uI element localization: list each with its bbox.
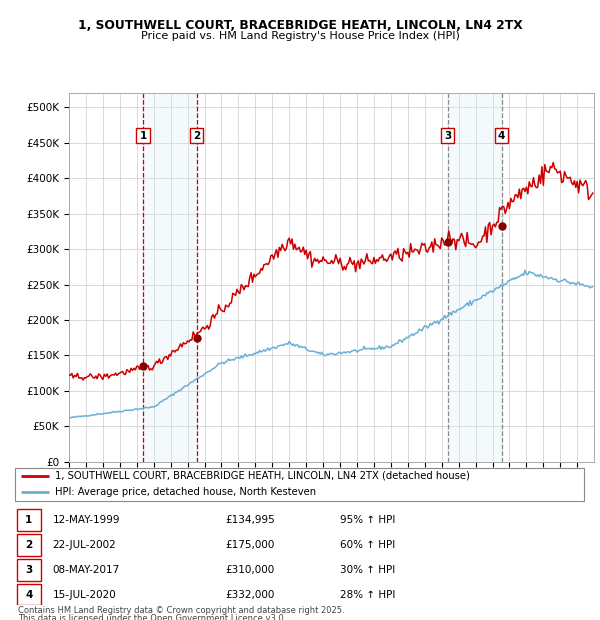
Text: £332,000: £332,000 [225,590,274,600]
Text: 4: 4 [25,590,32,600]
Bar [448,93,502,462]
FancyBboxPatch shape [17,534,41,556]
Text: £310,000: £310,000 [225,565,274,575]
Text: 30% ↑ HPI: 30% ↑ HPI [340,565,395,575]
Text: 3: 3 [444,131,451,141]
Text: 08-MAY-2017: 08-MAY-2017 [52,565,119,575]
FancyBboxPatch shape [17,583,41,606]
Text: Price paid vs. HM Land Registry's House Price Index (HPI): Price paid vs. HM Land Registry's House … [140,31,460,41]
Text: 1, SOUTHWELL COURT, BRACEBRIDGE HEATH, LINCOLN, LN4 2TX (detached house): 1, SOUTHWELL COURT, BRACEBRIDGE HEATH, L… [55,471,470,481]
FancyBboxPatch shape [17,559,41,581]
Text: 60% ↑ HPI: 60% ↑ HPI [340,540,395,550]
Text: This data is licensed under the Open Government Licence v3.0.: This data is licensed under the Open Gov… [18,614,286,620]
Text: 1, SOUTHWELL COURT, BRACEBRIDGE HEATH, LINCOLN, LN4 2TX: 1, SOUTHWELL COURT, BRACEBRIDGE HEATH, L… [77,19,523,32]
Bar [143,93,197,462]
Text: 95% ↑ HPI: 95% ↑ HPI [340,515,395,525]
Text: HPI: Average price, detached house, North Kesteven: HPI: Average price, detached house, Nort… [55,487,316,497]
Text: 4: 4 [498,131,505,141]
FancyBboxPatch shape [15,467,584,501]
Text: 1: 1 [139,131,146,141]
Text: 12-MAY-1999: 12-MAY-1999 [52,515,120,525]
FancyBboxPatch shape [17,509,41,531]
Text: Contains HM Land Registry data © Crown copyright and database right 2025.: Contains HM Land Registry data © Crown c… [18,606,344,616]
Text: 2: 2 [25,540,32,550]
Text: 2: 2 [193,131,200,141]
Text: 1: 1 [25,515,32,525]
Text: 22-JUL-2002: 22-JUL-2002 [52,540,116,550]
Text: 3: 3 [25,565,32,575]
Text: £175,000: £175,000 [225,540,274,550]
Text: 28% ↑ HPI: 28% ↑ HPI [340,590,395,600]
Text: 15-JUL-2020: 15-JUL-2020 [52,590,116,600]
Text: £134,995: £134,995 [225,515,275,525]
